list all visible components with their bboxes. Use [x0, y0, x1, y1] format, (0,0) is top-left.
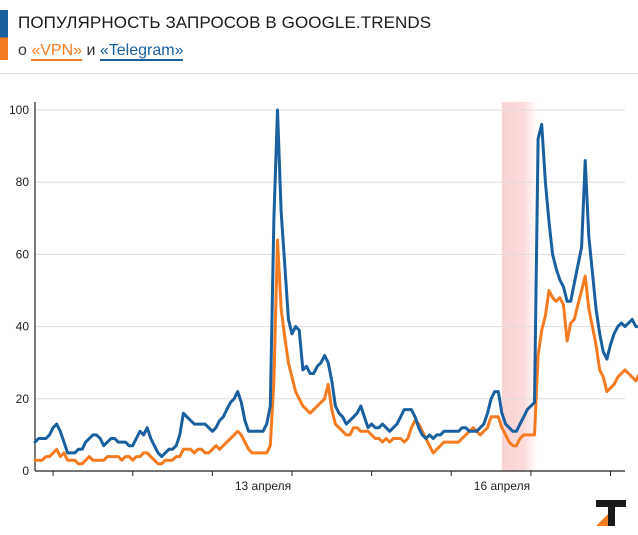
y-tick-label-0: 0	[22, 464, 29, 478]
chart-title: ПОПУЛЯРНОСТЬ ЗАПРОСОВ В GOOGLE.TRENDS	[18, 13, 432, 32]
y-tick-label-80: 80	[16, 175, 30, 189]
y-tick-label-20: 20	[16, 392, 30, 406]
legend-vpn: «VPN»	[31, 42, 83, 61]
highlight-band	[501, 102, 539, 471]
chart-subtitle: о «VPN» и «Telegram»	[18, 42, 184, 61]
y-tick-label-40: 40	[16, 320, 30, 334]
header-accent-bar	[0, 10, 8, 60]
series-line-telegram	[33, 108, 638, 459]
y-tick-label-60: 60	[16, 247, 30, 261]
legend-telegram: «Telegram»	[99, 42, 184, 61]
header-divider	[0, 73, 638, 74]
x-tick-label-1: 16 апреля	[474, 479, 530, 493]
x-tick-label-0: 13 апреля	[235, 479, 291, 493]
series-line-vpn	[33, 238, 638, 466]
subtitle-prefix: о	[18, 42, 32, 59]
tj-logo-icon	[596, 500, 626, 526]
subtitle-and: и	[82, 42, 100, 59]
y-tick-label-100: 100	[9, 103, 29, 117]
